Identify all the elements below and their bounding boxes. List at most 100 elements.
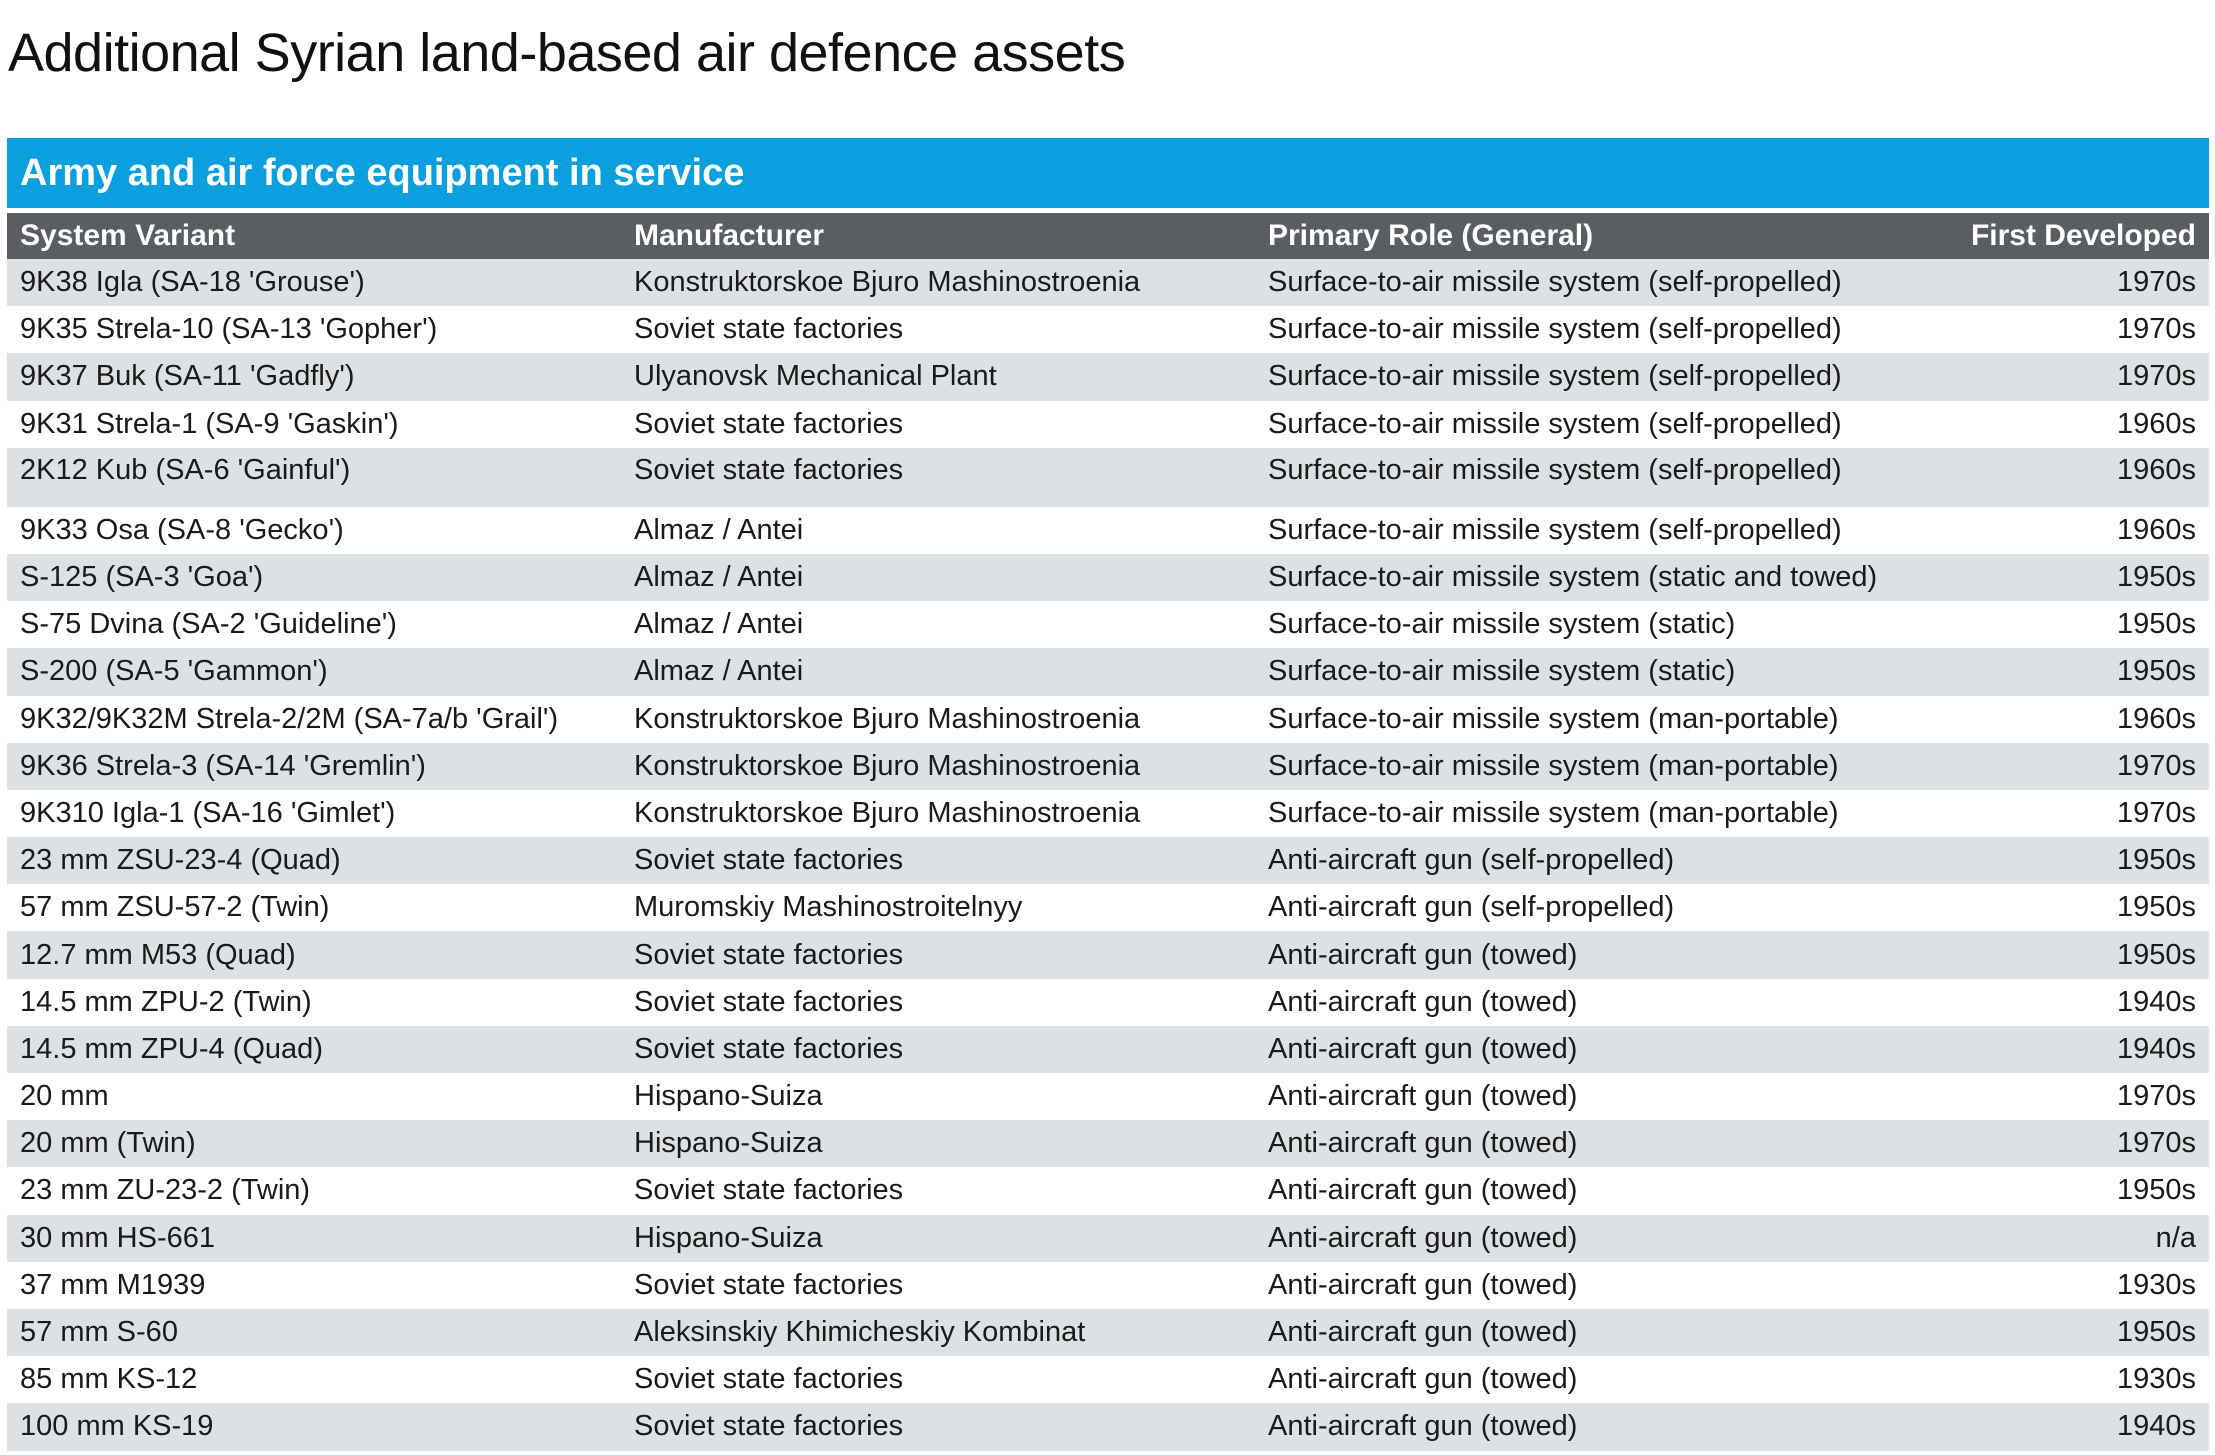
cell-system-variant: 9K31 Strela-1 (SA-9 'Gaskin') xyxy=(7,400,621,448)
cell-system-variant: 20 mm (Twin) xyxy=(7,1120,621,1168)
cell-first-developed: 1940s xyxy=(1955,1403,2209,1451)
cell-first-developed: 1970s xyxy=(1955,1073,2209,1121)
cell-system-variant: 57 mm ZSU-57-2 (Twin) xyxy=(7,884,621,932)
cell-first-developed: 1950s xyxy=(1955,1308,2209,1357)
cell-primary-role: Surface-to-air missile system (man-porta… xyxy=(1255,789,1955,838)
table-header-row: System Variant Manufacturer Primary Role… xyxy=(7,213,2209,259)
cell-primary-role: Anti-aircraft gun (towed) xyxy=(1255,1356,1955,1404)
cell-system-variant: 100 mm KS-19 xyxy=(7,1403,621,1451)
table-row: 23 mm ZU-23-2 (Twin) Soviet state factori… xyxy=(7,1167,2209,1215)
cell-primary-role: Anti-aircraft gun (towed) xyxy=(1255,931,1955,979)
cell-system-variant: S-125 (SA-3 'Goa') xyxy=(7,553,621,602)
cell-manufacturer: Almaz / Antei xyxy=(621,648,1255,696)
cell-system-variant: 9K35 Strela-10 (SA-13 'Gopher') xyxy=(7,306,621,354)
table-row: 12.7 mm M53 (Quad) Soviet state factories… xyxy=(7,931,2209,979)
cell-manufacturer: Almaz / Antei xyxy=(621,553,1255,602)
cell-first-developed: 1950s xyxy=(1955,553,2209,602)
cell-first-developed: 1960s xyxy=(1955,447,2209,507)
cell-manufacturer: Konstruktorskoe Bjuro Mashinostroenia xyxy=(621,259,1255,307)
cell-system-variant: 23 mm ZU-23-2 (Twin) xyxy=(7,1167,621,1215)
cell-manufacturer: Soviet state factories xyxy=(621,306,1255,354)
cell-first-developed: 1960s xyxy=(1955,695,2209,743)
table-row: 9K31 Strela-1 (SA-9 'Gaskin') Soviet stat… xyxy=(7,400,2209,448)
cell-manufacturer: Soviet state factories xyxy=(621,1025,1255,1073)
cell-manufacturer: Hispano-Suiza xyxy=(621,1214,1255,1262)
table-row: 9K35 Strela-10 (SA-13 'Gopher') Soviet st… xyxy=(7,306,2209,354)
cell-first-developed: 1970s xyxy=(1955,742,2209,790)
cell-manufacturer: Soviet state factories xyxy=(621,1403,1255,1451)
cell-primary-role: Surface-to-air missile system (static) xyxy=(1255,648,1955,696)
cell-primary-role: Anti-aircraft gun (towed) xyxy=(1255,1025,1955,1073)
table-row: 23 mm ZSU-23-4 (Quad) Soviet state factor… xyxy=(7,837,2209,885)
cell-manufacturer: Konstruktorskoe Bjuro Mashinostroenia xyxy=(621,789,1255,838)
cell-first-developed: 1970s xyxy=(1955,1120,2209,1168)
cell-primary-role: Anti-aircraft gun (towed) xyxy=(1255,1308,1955,1357)
table-row: 30 mm HS-661 Hispano-Suiza Anti-aircraft g… xyxy=(7,1214,2209,1262)
equipment-table-section: Army and air force equipment in service … xyxy=(7,138,2209,1451)
cell-first-developed: 1970s xyxy=(1955,306,2209,354)
cell-system-variant: 23 mm ZSU-23-4 (Quad) xyxy=(7,837,621,885)
cell-manufacturer: Konstruktorskoe Bjuro Mashinostroenia xyxy=(621,695,1255,743)
cell-system-variant: 2K12 Kub (SA-6 'Gainful') xyxy=(7,447,621,507)
table-row: 14.5 mm ZPU-2 (Twin) Soviet state factori… xyxy=(7,978,2209,1026)
cell-primary-role: Surface-to-air missile system (self-prop… xyxy=(1255,306,1955,354)
cell-first-developed: 1970s xyxy=(1955,353,2209,401)
cell-manufacturer: Almaz / Antei xyxy=(621,506,1255,554)
page-title: Additional Syrian land-based air defence… xyxy=(8,23,1126,83)
cell-system-variant: 9K310 Igla-1 (SA-16 'Gimlet') xyxy=(7,789,621,838)
cell-manufacturer: Hispano-Suiza xyxy=(621,1120,1255,1168)
cell-first-developed: n/a xyxy=(1955,1214,2209,1262)
table-row: 9K33 Osa (SA-8 'Gecko') Almaz / Antei Surf… xyxy=(7,506,2209,554)
cell-first-developed: 1930s xyxy=(1955,1261,2209,1309)
cell-system-variant: S-200 (SA-5 'Gammon') xyxy=(7,648,621,696)
cell-manufacturer: Almaz / Antei xyxy=(621,601,1255,649)
cell-system-variant: 37 mm M1939 xyxy=(7,1261,621,1309)
cell-system-variant: 9K36 Strela-3 (SA-14 'Gremlin') xyxy=(7,742,621,790)
cell-primary-role: Surface-to-air missile system (man-porta… xyxy=(1255,742,1955,790)
cell-manufacturer: Soviet state factories xyxy=(621,400,1255,448)
cell-system-variant: 12.7 mm M53 (Quad) xyxy=(7,931,621,979)
cell-system-variant: 14.5 mm ZPU-4 (Quad) xyxy=(7,1025,621,1073)
cell-first-developed: 1960s xyxy=(1955,400,2209,448)
cell-manufacturer: Konstruktorskoe Bjuro Mashinostroenia xyxy=(621,742,1255,790)
cell-primary-role: Anti-aircraft gun (self-propelled) xyxy=(1255,884,1955,932)
cell-primary-role: Anti-aircraft gun (towed) xyxy=(1255,1167,1955,1215)
header-primary-role: Primary Role (General) xyxy=(1255,213,1955,259)
cell-manufacturer: Ulyanovsk Mechanical Plant xyxy=(621,353,1255,401)
cell-system-variant: 57 mm S-60 xyxy=(7,1308,621,1357)
table-row: 100 mm KS-19 Soviet state factories Anti-a… xyxy=(7,1403,2209,1451)
cell-manufacturer: Soviet state factories xyxy=(621,1167,1255,1215)
table-row: 9K32/9K32M Strela-2/2M (SA-7a/b 'Grail')… xyxy=(7,695,2209,743)
table-row: S-75 Dvina (SA-2 'Guideline') Almaz / Ant… xyxy=(7,601,2209,649)
cell-system-variant: 85 mm KS-12 xyxy=(7,1356,621,1404)
cell-first-developed: 1950s xyxy=(1955,884,2209,932)
table-row: 20 mm Hispano-Suiza Anti-aircraft gun (tow… xyxy=(7,1073,2209,1121)
header-manufacturer: Manufacturer xyxy=(621,213,1255,259)
cell-primary-role: Anti-aircraft gun (towed) xyxy=(1255,1214,1955,1262)
table-row: 85 mm KS-12 Soviet state factories Anti-ai… xyxy=(7,1356,2209,1404)
header-first-developed: First Developed xyxy=(1955,213,2209,259)
cell-manufacturer: Aleksinskiy Khimicheskiy Kombinat xyxy=(621,1308,1255,1357)
cell-first-developed: 1960s xyxy=(1955,506,2209,554)
header-system-variant: System Variant xyxy=(7,213,621,259)
table-banner: Army and air force equipment in service xyxy=(7,138,2209,208)
cell-primary-role: Surface-to-air missile system (self-prop… xyxy=(1255,353,1955,401)
cell-first-developed: 1950s xyxy=(1955,837,2209,885)
cell-system-variant: 9K37 Buk (SA-11 'Gadfly') xyxy=(7,353,621,401)
cell-system-variant: S-75 Dvina (SA-2 'Guideline') xyxy=(7,601,621,649)
cell-first-developed: 1950s xyxy=(1955,1167,2209,1215)
cell-first-developed: 1950s xyxy=(1955,648,2209,696)
cell-first-developed: 1940s xyxy=(1955,978,2209,1026)
cell-system-variant: 9K33 Osa (SA-8 'Gecko') xyxy=(7,506,621,554)
table-row: 37 mm M1939 Soviet state factories Anti-ai… xyxy=(7,1261,2209,1309)
cell-first-developed: 1970s xyxy=(1955,789,2209,838)
cell-manufacturer: Hispano-Suiza xyxy=(621,1073,1255,1121)
table-row: 57 mm ZSU-57-2 (Twin) Muromskiy Mashinost… xyxy=(7,884,2209,932)
cell-first-developed: 1950s xyxy=(1955,601,2209,649)
cell-manufacturer: Soviet state factories xyxy=(621,1261,1255,1309)
table-row: S-125 (SA-3 'Goa') Almaz / Antei Surface-t… xyxy=(7,553,2209,602)
cell-primary-role: Surface-to-air missile system (self-prop… xyxy=(1255,506,1955,554)
cell-primary-role: Surface-to-air missile system (static) xyxy=(1255,601,1955,649)
table-row: 9K310 Igla-1 (SA-16 'Gimlet') Konstruktor… xyxy=(7,789,2209,838)
cell-first-developed: 1930s xyxy=(1955,1356,2209,1404)
